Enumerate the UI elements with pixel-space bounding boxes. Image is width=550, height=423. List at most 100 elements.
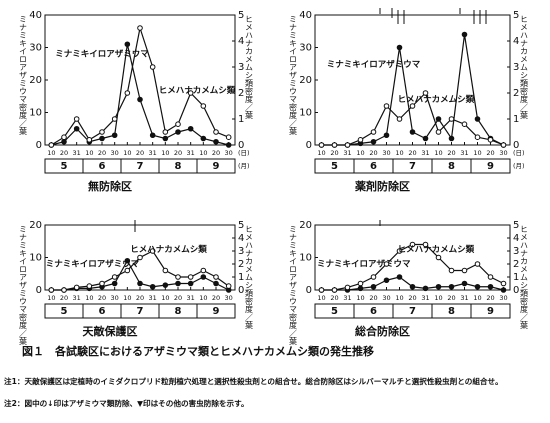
data-point xyxy=(162,129,169,135)
data-point xyxy=(175,280,181,287)
x-tick-label: 10 xyxy=(395,294,403,302)
y2-tick-label: 0 xyxy=(238,285,244,296)
data-point xyxy=(200,274,207,280)
chart-title: 無防除区 xyxy=(88,179,132,193)
y2-tick-label: 5 xyxy=(238,10,244,21)
series-label: ヒメハナカメムシ類 xyxy=(159,85,236,96)
y-tick-label: 0 xyxy=(36,140,42,151)
y2-tick-label: 1 xyxy=(238,114,244,125)
month-label: 9 xyxy=(487,306,494,317)
data-point xyxy=(137,280,143,287)
data-point xyxy=(409,283,416,290)
y2-tick-label: 3 xyxy=(238,246,244,257)
data-point xyxy=(500,287,507,293)
data-point xyxy=(500,280,507,287)
x-tick-label: 30 xyxy=(111,149,119,157)
x-tick-label: 20 xyxy=(136,149,144,157)
plot-frame xyxy=(44,14,236,146)
data-point xyxy=(175,129,181,135)
y2-tick-label: 0 xyxy=(513,140,519,151)
data-point xyxy=(48,287,55,293)
data-point xyxy=(225,142,232,148)
x-tick-label: 31 xyxy=(343,149,351,157)
data-point xyxy=(448,116,455,122)
x-tick-label: 20 xyxy=(408,149,416,157)
data-point xyxy=(331,142,338,148)
data-point xyxy=(149,64,156,70)
month-label: 7 xyxy=(409,306,416,317)
data-point xyxy=(383,103,390,109)
y2-axis-label: ヒメハナカメムシ類密度／葉 xyxy=(520,225,529,330)
x-tick-label: 30 xyxy=(225,294,233,302)
data-point xyxy=(111,280,118,287)
data-point xyxy=(124,267,131,274)
month-label: 6 xyxy=(99,306,106,317)
month-label: 9 xyxy=(213,306,220,317)
data-point xyxy=(357,285,364,292)
data-point xyxy=(73,125,80,132)
y2-tick-label: 3 xyxy=(513,62,519,73)
month-label: 5 xyxy=(61,161,68,172)
x-tick-label: 31 xyxy=(149,149,157,157)
x-tick-label: 10 xyxy=(85,294,93,302)
x-tick-label: 10 xyxy=(161,149,169,157)
data-point xyxy=(344,284,351,291)
series-label: ミナミキイロアザミウマ xyxy=(46,260,140,270)
data-point xyxy=(461,31,468,38)
data-point xyxy=(318,287,325,293)
x-tick-label: 20 xyxy=(212,149,220,157)
data-point xyxy=(187,90,194,96)
x-unit: (日) xyxy=(513,149,525,157)
y2-axis-label: ヒメハナカメムシ類密度／葉 xyxy=(245,15,254,120)
series-label: ミナミキイロアザミウマ xyxy=(327,60,421,70)
x-tick-label: 10 xyxy=(47,294,55,302)
x-tick-label: 20 xyxy=(174,294,182,302)
data-point xyxy=(162,135,169,142)
month-label: 9 xyxy=(487,161,494,172)
data-point xyxy=(383,277,390,284)
month-label: 9 xyxy=(213,161,220,172)
x-tick-label: 20 xyxy=(60,294,68,302)
data-point xyxy=(448,283,455,290)
data-point xyxy=(61,138,67,145)
y2-tick-label: 4 xyxy=(238,233,244,244)
x-tick-label: 30 xyxy=(499,294,507,302)
y-tick-label: 20 xyxy=(29,220,42,231)
data-point xyxy=(448,267,455,274)
data-point xyxy=(461,280,468,287)
x-tick-label: 31 xyxy=(460,294,468,302)
y-tick-label: 40 xyxy=(29,10,42,21)
data-point xyxy=(487,137,494,143)
y-tick-label: 20 xyxy=(29,75,42,86)
x-tick-label: 20 xyxy=(486,294,494,302)
y2-tick-label: 4 xyxy=(238,36,244,47)
y-tick-label: 20 xyxy=(299,75,312,86)
data-point xyxy=(357,280,364,287)
x-tick-label: 31 xyxy=(421,294,429,302)
plot-frame xyxy=(314,224,511,291)
y2-tick-label: 1 xyxy=(238,272,244,283)
y2-tick-label: 2 xyxy=(513,259,519,270)
data-point xyxy=(409,103,416,109)
month-label: 5 xyxy=(331,161,338,172)
month-band xyxy=(44,303,236,319)
x-tick-label: 20 xyxy=(369,294,377,302)
x-tick-label: 20 xyxy=(369,149,377,157)
x-tick-label: 30 xyxy=(225,149,233,157)
data-point xyxy=(187,274,194,280)
data-point xyxy=(435,116,442,122)
y-tick-label: 40 xyxy=(299,10,312,21)
chart-title: 総合防除区 xyxy=(355,324,410,338)
x-tick-label: 20 xyxy=(174,149,182,157)
data-point xyxy=(487,274,494,280)
y2-tick-label: 5 xyxy=(513,10,519,21)
y-axis-label: ミナミキイロアザミウマ密度／葉 xyxy=(19,15,28,136)
y2-tick-label: 0 xyxy=(238,140,244,151)
x-tick-label: 30 xyxy=(382,294,390,302)
x-tick-label: 20 xyxy=(136,294,144,302)
data-point xyxy=(61,287,67,293)
y2-tick-label: 5 xyxy=(238,220,244,231)
x-tick-label: 10 xyxy=(473,149,481,157)
y-tick-label: 0 xyxy=(36,285,42,296)
